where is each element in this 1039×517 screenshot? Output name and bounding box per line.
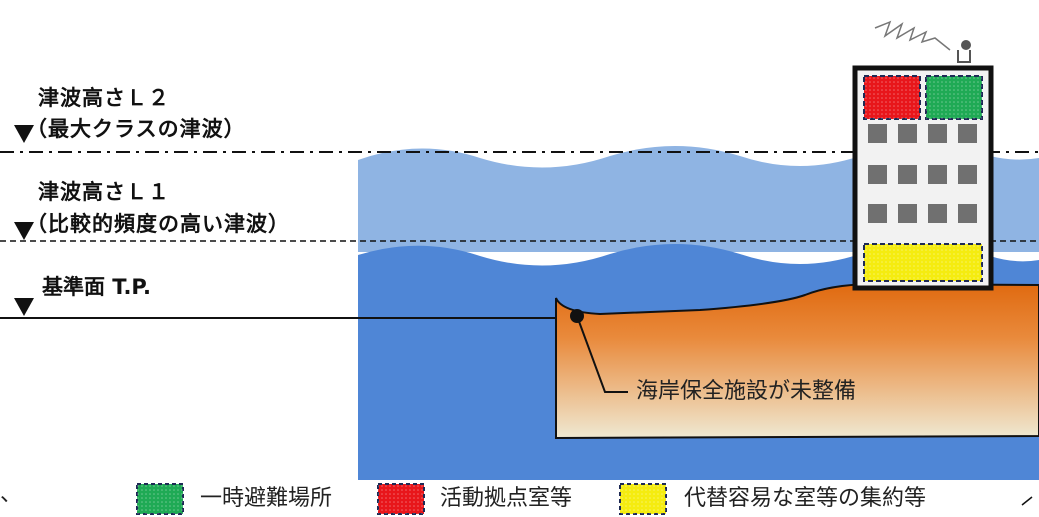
edge-mark-right bbox=[1021, 496, 1033, 506]
l2-marker-icon bbox=[14, 125, 34, 143]
legend-label-consolidated: 代替容易な室等の集約等 bbox=[684, 486, 927, 511]
l1-subtitle: （比較的頻度の高い津波） bbox=[26, 212, 290, 236]
l1-marker-icon bbox=[14, 222, 34, 240]
callout-label: 海岸保全施設が未整備 bbox=[636, 379, 857, 404]
l1-title: 津波高さＬ１ bbox=[38, 180, 170, 204]
l2-title: 津波高さＬ２ bbox=[38, 86, 170, 110]
legend-label-activity-base: 活動拠点室等 bbox=[440, 486, 573, 511]
antenna-icon bbox=[874, 20, 971, 63]
legend-label-temp-shelter: 一時避難場所 bbox=[200, 486, 333, 511]
edge-mark-left: 、 bbox=[0, 482, 23, 507]
callout-leader bbox=[576, 315, 628, 393]
building bbox=[852, 65, 994, 291]
base-marker-icon bbox=[14, 298, 34, 316]
base-label: 基準面 T.P. bbox=[42, 275, 151, 299]
l2-subtitle: （最大クラスの津波） bbox=[26, 117, 246, 141]
